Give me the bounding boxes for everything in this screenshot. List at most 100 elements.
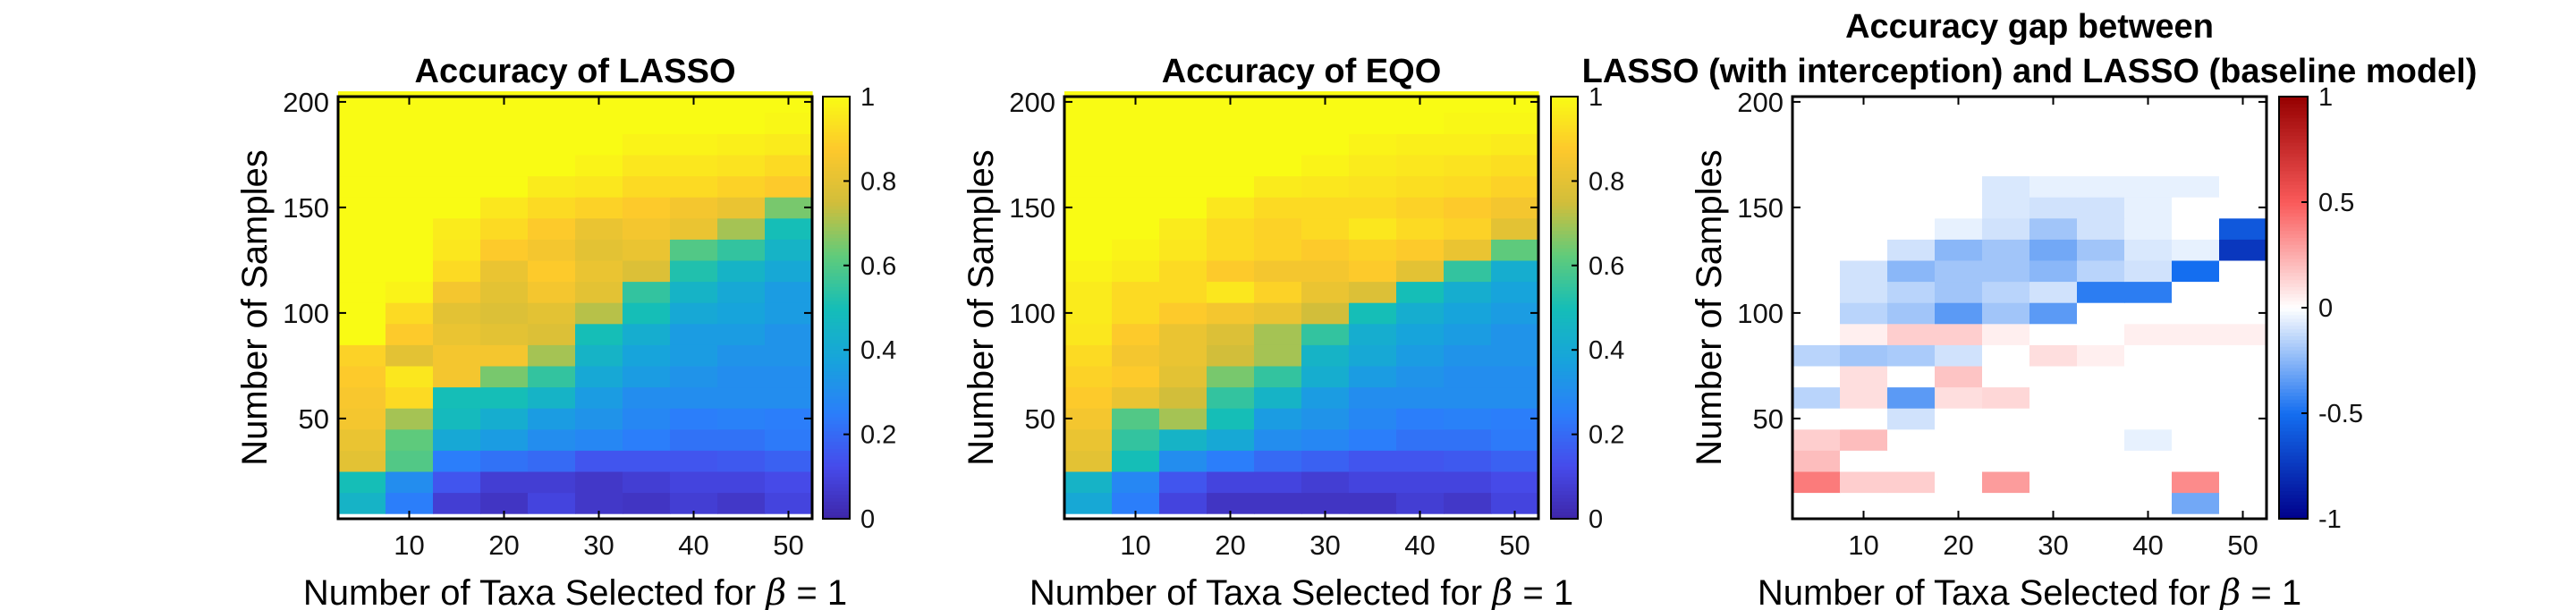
colorbar-segment bbox=[1551, 350, 1578, 354]
heatmap-cell bbox=[1159, 408, 1208, 430]
heatmap-cell bbox=[1254, 154, 1302, 177]
heatmap-cell bbox=[386, 408, 434, 430]
colorbar-segment bbox=[2279, 128, 2308, 132]
heatmap-cell bbox=[1112, 154, 1160, 177]
heatmap-cell bbox=[1064, 450, 1113, 472]
heatmap-cell bbox=[623, 323, 671, 345]
colorbar-segment bbox=[2279, 188, 2308, 192]
colorbar-segment bbox=[1551, 99, 1578, 105]
heatmap-cell bbox=[386, 281, 434, 303]
heatmap-cell bbox=[2029, 365, 2078, 388]
heatmap-cell bbox=[1254, 217, 1302, 240]
heatmap-cell bbox=[1887, 217, 1936, 240]
colorbar-segment bbox=[1551, 128, 1578, 132]
heatmap-cell bbox=[1159, 175, 1208, 198]
heatmap-cell bbox=[2029, 323, 2078, 345]
heatmap-cell bbox=[1792, 259, 1841, 283]
heatmap-cell bbox=[623, 492, 671, 514]
heatmap-cell bbox=[1254, 302, 1302, 325]
heatmap-cell bbox=[480, 492, 529, 514]
heatmap-cell bbox=[2124, 281, 2173, 303]
colorbar-segment bbox=[1551, 195, 1578, 199]
heatmap-cell bbox=[670, 365, 718, 388]
heatmap-cell bbox=[2172, 175, 2220, 198]
heatmap-cell bbox=[433, 408, 481, 430]
colorbar-segment bbox=[1551, 416, 1578, 421]
heatmap-cell bbox=[717, 450, 766, 472]
colorbar-segment bbox=[2279, 181, 2308, 185]
colorbar-segment bbox=[823, 434, 850, 439]
heatmap-cell bbox=[1349, 259, 1397, 283]
heatmap-cell bbox=[1301, 154, 1350, 177]
heatmap-cell bbox=[1444, 302, 1492, 325]
heatmap-cell bbox=[2029, 239, 2078, 261]
heatmap-cell bbox=[1491, 154, 1539, 177]
heatmap-cell bbox=[2172, 91, 2220, 114]
colorbar-segment bbox=[2279, 255, 2308, 259]
heatmap-cell bbox=[1064, 470, 1113, 494]
heatmap-cell bbox=[1301, 365, 1350, 388]
colorbar-segment bbox=[1551, 301, 1578, 305]
heatmap-cell bbox=[1444, 175, 1492, 198]
heatmap-cell bbox=[386, 323, 434, 345]
heatmap-cell bbox=[338, 133, 386, 156]
colorbar-segment bbox=[823, 501, 850, 505]
heatmap-cell bbox=[1491, 365, 1539, 388]
heatmap-cell bbox=[1301, 281, 1350, 303]
colorbar-segment bbox=[1551, 515, 1578, 520]
heatmap-cell bbox=[1301, 428, 1350, 451]
heatmap-cell bbox=[480, 450, 529, 472]
heatmap-cell bbox=[1112, 112, 1160, 134]
heatmap-cell bbox=[2077, 323, 2125, 345]
heatmap-cell bbox=[2077, 91, 2125, 114]
heatmap-cell bbox=[1396, 428, 1445, 451]
heatmap-cell bbox=[1112, 470, 1160, 494]
heatmap-cell bbox=[528, 365, 576, 388]
heatmap-cell bbox=[1064, 112, 1113, 134]
heatmap-cell bbox=[1982, 239, 2030, 261]
heatmap-cell bbox=[1887, 91, 1936, 114]
heatmap-cell bbox=[765, 450, 813, 472]
heatmap-cell bbox=[1887, 281, 1936, 303]
heatmap-cell bbox=[1935, 239, 1983, 261]
colorbar-segment bbox=[1551, 406, 1578, 411]
heatmap-cell bbox=[1349, 408, 1397, 430]
colorbar-tick-label: 0 bbox=[860, 505, 875, 534]
heatmap-cell bbox=[2029, 133, 2078, 156]
heatmap-cell bbox=[1887, 492, 1936, 514]
colorbar-segment bbox=[2279, 297, 2308, 301]
colorbar-segment bbox=[1551, 233, 1578, 238]
colorbar-segment bbox=[823, 308, 850, 312]
colorbar-segment bbox=[1551, 223, 1578, 228]
heatmap-cell bbox=[433, 450, 481, 472]
heatmap-cell bbox=[1792, 492, 1841, 514]
colorbar-tick-label: 1 bbox=[2318, 83, 2333, 112]
heatmap-cell bbox=[2219, 386, 2267, 409]
colorbar-segment bbox=[2279, 258, 2308, 263]
colorbar-segment bbox=[1551, 413, 1578, 418]
colorbar-segment bbox=[2279, 434, 2308, 439]
colorbar-segment bbox=[1551, 430, 1578, 436]
colorbar-segment bbox=[2279, 367, 2308, 372]
heatmap-cell bbox=[1112, 450, 1160, 472]
colorbar-segment bbox=[1551, 494, 1578, 498]
y-axis-label: Number of Samples bbox=[962, 149, 1001, 465]
colorbar-segment bbox=[823, 223, 850, 228]
heatmap-cell bbox=[1207, 302, 1255, 325]
heatmap-cell bbox=[1935, 302, 1983, 325]
heatmap-cell bbox=[1935, 344, 1983, 367]
heatmap-cell bbox=[1491, 259, 1539, 283]
colorbar-segment bbox=[823, 121, 850, 126]
colorbar-tick-label: 0.4 bbox=[860, 336, 896, 365]
heatmap-cell bbox=[1491, 470, 1539, 494]
heatmap-cell bbox=[1935, 259, 1983, 283]
heatmap-cell bbox=[2077, 428, 2125, 451]
colorbar-tick-label: 0.4 bbox=[1589, 336, 1624, 365]
heatmap-cell bbox=[765, 344, 813, 367]
heatmap-cell bbox=[1254, 323, 1302, 345]
colorbar-segment bbox=[823, 202, 850, 207]
colorbar-segment bbox=[823, 142, 850, 147]
heatmap-cell bbox=[1887, 112, 1936, 134]
colorbar-segment bbox=[823, 483, 850, 488]
heatmap-cell bbox=[1254, 365, 1302, 388]
